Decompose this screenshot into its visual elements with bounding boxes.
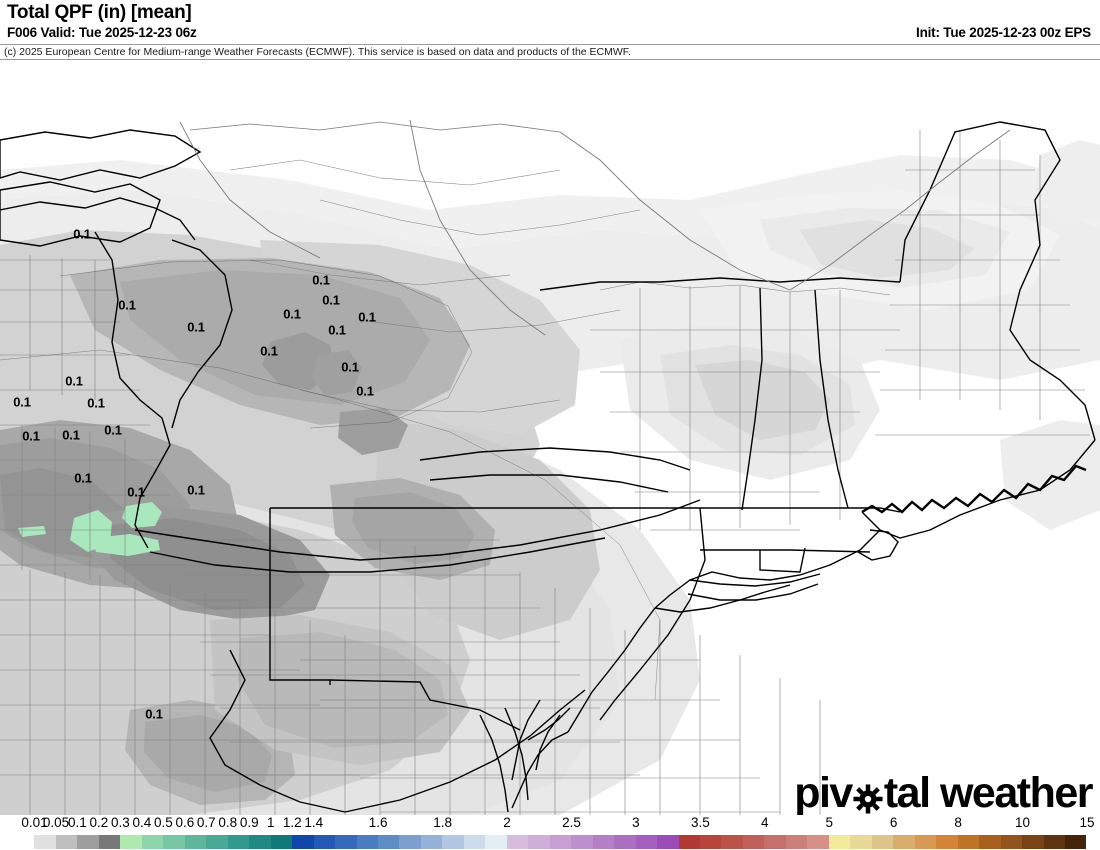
colorbar-tick: 1	[266, 815, 275, 830]
colorbar-tick-labels: 0.01 0.05 0.1 0.2 0.3 0.4 0.5 0.6 0.7 0.8 0.9 1 1.2 1…	[0, 815, 1100, 833]
colorbar-swatch	[399, 835, 421, 849]
colorbar-tick: 0.3	[111, 815, 130, 830]
colorbar-swatch	[807, 835, 829, 849]
colorbar-swatch	[227, 835, 250, 849]
colorbar-tick: 0.05	[42, 815, 70, 830]
colorbar-tick: 2.5	[562, 815, 581, 830]
colorbar-swatch	[871, 835, 894, 849]
colorbar-tick: 0.7	[196, 815, 216, 830]
colorbar-swatch	[120, 835, 142, 849]
contour-lines	[0, 259, 661, 701]
colorbar-swatch	[98, 835, 121, 849]
colorbar-swatch	[957, 835, 980, 849]
colorbar-swatch	[1000, 835, 1023, 849]
colorbar-tick: 0.2	[89, 815, 109, 830]
colorbar-swatch	[678, 835, 700, 849]
colorbar-tick: 0.6	[175, 815, 195, 830]
colorbar-tick: 0.4	[132, 815, 152, 830]
colorbar-tick: 0.8	[218, 815, 238, 830]
colorbar-swatch	[184, 835, 207, 849]
colorbar-swatch	[420, 835, 443, 849]
colorbar-tick: 2	[503, 815, 511, 830]
attribution-bar: (c) 2025 European Centre for Medium-rang…	[0, 44, 1100, 60]
colorbar-swatch	[657, 835, 679, 849]
colorbar-tick: 0.01	[21, 815, 48, 830]
colorbar-swatch	[442, 835, 464, 849]
colorbar-swatch	[249, 835, 271, 849]
colorbar-swatch	[528, 835, 550, 849]
colorbar: 0.01 0.05 0.1 0.2 0.3 0.4 0.5 0.6 0.7 0.8 0.9 1 1.2 1…	[0, 815, 1100, 850]
colorbar-tick: 8	[954, 815, 962, 830]
colorbar-swatch	[893, 835, 915, 849]
colorbar-swatch	[571, 835, 593, 849]
attribution-text: (c) 2025 European Centre for Medium-rang…	[4, 46, 631, 58]
gear-icon	[853, 783, 883, 814]
colorbar-swatch	[850, 835, 872, 849]
colorbar-swatch	[356, 835, 378, 849]
colorbar-tick: 1.8	[433, 815, 452, 830]
state-boundaries	[0, 121, 1096, 813]
colorbar-swatch	[1043, 835, 1065, 849]
map-header: Total QPF (in) [mean] F006 Valid: Tue 20…	[0, 0, 1100, 44]
colorbar-swatch	[721, 835, 743, 849]
colorbar-swatches	[13, 835, 1087, 849]
colorbar-swatch	[163, 835, 185, 849]
colorbar-swatch	[764, 835, 786, 849]
brand-text-before: piv	[794, 769, 853, 815]
colorbar-swatch	[914, 835, 937, 849]
colorbar-tick: 0.5	[153, 815, 173, 830]
colorbar-swatch	[377, 835, 400, 849]
colorbar-tick: 0.9	[239, 815, 259, 830]
colorbar-swatch	[270, 835, 293, 849]
colorbar-tick: 4	[761, 815, 769, 830]
colorbar-swatch	[55, 835, 78, 849]
colorbar-tick: 0.1	[68, 815, 87, 830]
colorbar-swatch	[614, 835, 636, 849]
colorbar-swatch	[506, 835, 529, 849]
province-boundaries	[179, 119, 1011, 336]
colorbar-swatch	[592, 835, 615, 849]
colorbar-swatch	[463, 835, 486, 849]
colorbar-swatch	[979, 835, 1001, 849]
colorbar-tick: 1.4	[304, 815, 324, 830]
colorbar-swatch	[77, 835, 99, 849]
colorbar-swatch	[34, 835, 56, 849]
colorbar-swatch	[485, 835, 507, 849]
colorbar-swatch	[785, 835, 808, 849]
colorbar-swatch	[335, 835, 357, 849]
colorbar-tick: 5	[825, 815, 833, 830]
colorbar-tick: 15	[1079, 815, 1095, 830]
colorbar-swatch	[936, 835, 958, 849]
colorbar-swatch	[742, 835, 765, 849]
colorbar-swatch	[828, 835, 851, 849]
brand-text-after: tal weather	[883, 769, 1094, 815]
colorbar-swatch	[141, 835, 164, 849]
colorbar-swatch	[1064, 835, 1087, 849]
colorbar-tick: 6	[889, 815, 898, 830]
county-boundaries	[0, 130, 1090, 815]
valid-time-label: F006 Valid: Tue 2025-12-23 06z	[7, 25, 197, 40]
colorbar-swatch	[635, 835, 658, 849]
colorbar-tick: 10	[1015, 815, 1031, 830]
colorbar-swatch	[313, 835, 336, 849]
map-canvas[interactable]: 0.1 0.1 0.1 0.1 0.1 0.1 0.1 0.1 0.1 0.1 …	[0, 60, 1100, 815]
colorbar-swatch	[13, 835, 35, 849]
colorbar-tick: 3	[632, 815, 640, 830]
colorbar-swatch	[700, 835, 722, 849]
colorbar-tick: 1.2	[282, 815, 302, 830]
init-time-label: Init: Tue 2025-12-23 00z EPS	[916, 25, 1091, 40]
colorbar-swatch	[206, 835, 228, 849]
colorbar-tick: 1.6	[368, 815, 388, 830]
colorbar-tick: 3.5	[690, 815, 710, 830]
colorbar-swatch	[292, 835, 314, 849]
colorbar-swatch	[1022, 835, 1044, 849]
page-title: Total QPF (in) [mean]	[7, 2, 192, 23]
map-svg	[0, 60, 1100, 815]
pivotal-weather-logo: piv	[794, 769, 1094, 815]
colorbar-swatch	[549, 835, 572, 849]
qpf-green-pockets	[18, 502, 162, 556]
